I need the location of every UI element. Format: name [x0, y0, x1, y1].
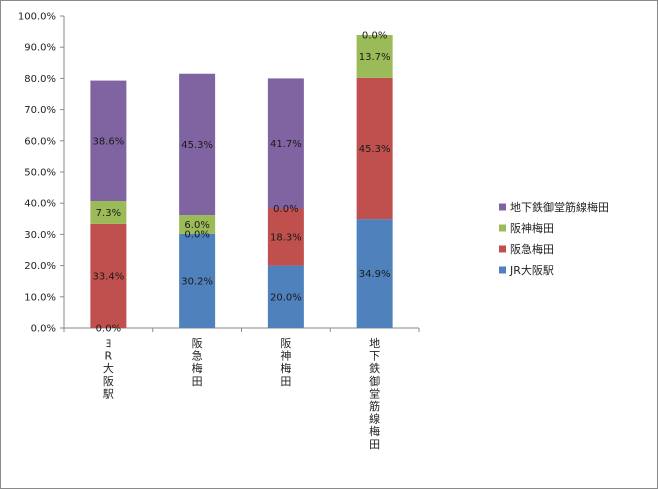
- legend-swatch: [499, 203, 506, 211]
- data-label: 0.0%: [362, 31, 387, 42]
- y-tick-label: 100.0%: [18, 12, 56, 23]
- category-label-char: 阪: [103, 374, 114, 388]
- legend-item: 地下鉄御堂筋線梅田: [499, 200, 609, 214]
- y-tick-label: 20.0%: [24, 261, 56, 272]
- legend-label: 地下鉄御堂筋線梅田: [510, 200, 609, 214]
- data-label: 38.6%: [92, 136, 124, 147]
- category-label-char: 大: [103, 361, 114, 375]
- category-label-char: 梅: [280, 361, 291, 375]
- category-label-char: 堂: [369, 387, 380, 400]
- data-label: 0.0%: [273, 204, 298, 215]
- legend-label: 阪急梅田: [510, 242, 554, 256]
- category-label-char: ﾖ: [106, 337, 112, 350]
- category-label-char: 田: [192, 375, 203, 388]
- data-label: 6.0%: [184, 220, 209, 231]
- category-label-char: 地: [369, 337, 380, 350]
- data-label: 30.2%: [181, 276, 213, 287]
- bar-segment: [267, 78, 304, 209]
- y-tick-label: 40.0%: [24, 199, 56, 210]
- bar-segment: [90, 223, 127, 328]
- y-tick-label: 10.0%: [24, 292, 56, 303]
- y-tick-label: 70.0%: [24, 105, 56, 116]
- y-tick-label: 50.0%: [24, 168, 56, 179]
- category-label-char: 阪: [192, 336, 203, 350]
- legend-item: 阪急梅田: [499, 242, 554, 256]
- data-label: 45.3%: [181, 140, 213, 151]
- category-label-char: 田: [369, 438, 380, 451]
- y-tick-label: 0.0%: [31, 324, 56, 335]
- category-label: 阪急梅田: [192, 336, 203, 388]
- data-label: 13.7%: [359, 52, 391, 63]
- data-label: 18.3%: [270, 233, 302, 244]
- category-label-char: 筋: [369, 399, 380, 413]
- legend-item: JR大阪駅: [499, 263, 554, 277]
- y-tick-label: 60.0%: [24, 136, 56, 147]
- y-tick-label: 30.0%: [24, 230, 56, 241]
- legend-swatch: [499, 224, 506, 232]
- y-tick-label: 90.0%: [24, 43, 56, 54]
- category-label-char: 急: [192, 349, 203, 363]
- bar-segment: [90, 80, 127, 202]
- category-label-char: 梅: [192, 361, 203, 375]
- data-label: 33.4%: [92, 271, 124, 282]
- bar-segment: [267, 208, 304, 266]
- data-label: 45.3%: [359, 144, 391, 155]
- legend-label: 阪神梅田: [510, 221, 554, 235]
- legend-swatch: [499, 245, 506, 253]
- data-label: 7.3%: [96, 208, 121, 219]
- data-label: 0.0%: [184, 229, 209, 240]
- category-label-char: R: [105, 350, 113, 363]
- category-label-char: 駅: [103, 387, 114, 400]
- y-tick-label: 80.0%: [24, 74, 56, 85]
- bar-segment: [179, 215, 216, 234]
- category-label-char: 阪: [280, 336, 291, 350]
- category-label: 阪神梅田: [280, 336, 291, 388]
- data-label: 34.9%: [359, 269, 391, 280]
- data-label: 20.0%: [270, 292, 302, 303]
- data-labels: 0.0%33.4%7.3%38.6%30.2%0.0%6.0%45.3%20.0…: [92, 31, 390, 335]
- bar-segment: [179, 73, 216, 216]
- bars: [90, 35, 393, 328]
- bar-segment: [356, 219, 393, 328]
- bar-segment: [90, 201, 127, 224]
- category-label: 地下鉄御堂筋線梅田: [369, 337, 380, 451]
- category-label-char: 下: [369, 350, 380, 363]
- bar-segment: [267, 265, 304, 328]
- category-label-char: 神: [280, 349, 291, 363]
- bar-segment: [179, 233, 216, 328]
- category-label-char: 線: [369, 412, 380, 426]
- data-label: 41.7%: [270, 139, 302, 150]
- category-label-char: 田: [280, 375, 291, 388]
- bar-segment: [356, 35, 393, 78]
- category-label-char: 梅: [369, 424, 380, 438]
- legend-item: 阪神梅田: [499, 221, 554, 235]
- legend-swatch: [499, 266, 506, 274]
- bar-segment: [356, 77, 393, 220]
- legend-label: JR大阪駅: [509, 263, 554, 277]
- data-label: 0.0%: [96, 324, 121, 335]
- category-label-char: 御: [369, 374, 380, 388]
- category-label-char: 鉄: [369, 361, 380, 375]
